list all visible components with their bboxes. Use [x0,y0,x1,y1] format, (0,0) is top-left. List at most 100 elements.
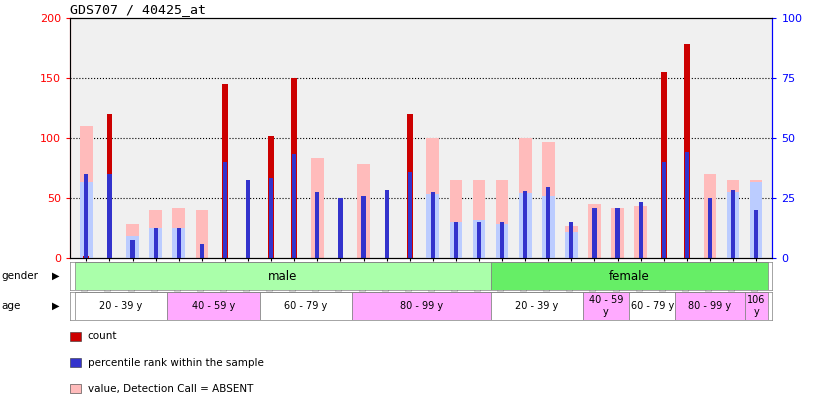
Bar [449,222,463,258]
Bar [750,180,762,258]
Bar [661,72,667,258]
Bar [496,180,509,258]
Bar [339,198,343,258]
Bar [352,292,491,320]
Text: value, Detection Call = ABSENT: value, Detection Call = ABSENT [88,384,253,394]
Bar [588,204,601,258]
Bar [519,193,532,258]
Bar [708,198,712,258]
Text: female: female [609,269,649,283]
Bar [542,196,554,258]
Text: 60 - 79 y: 60 - 79 y [630,301,674,311]
Bar [731,190,735,258]
Bar [615,208,620,258]
Bar [292,78,297,258]
Bar [222,84,228,258]
Bar [750,182,762,258]
Text: 80 - 99 y: 80 - 99 y [688,301,732,311]
Bar [676,292,744,320]
Bar [196,210,208,258]
Bar [634,207,647,258]
Bar [592,208,596,258]
Bar [126,237,139,258]
Bar [754,210,758,258]
Bar [107,114,112,258]
Bar [523,191,527,258]
Bar [259,292,352,320]
Bar [472,220,486,258]
Bar [496,224,509,258]
Bar [727,192,739,258]
Bar [727,180,739,258]
Bar [269,178,273,258]
Bar [477,222,481,258]
Text: male: male [268,269,297,283]
Bar [292,153,297,258]
Bar [611,208,624,258]
Bar [542,142,554,258]
Bar [704,174,716,258]
Bar [565,232,577,258]
Bar [167,292,259,320]
Bar [491,292,583,320]
Bar [246,180,250,258]
Bar [357,164,370,258]
Text: gender: gender [2,271,39,281]
Bar [430,192,434,258]
Bar [311,158,324,258]
Bar [565,226,577,258]
Bar [426,138,439,258]
Text: 106
y: 106 y [747,295,766,317]
Bar [407,114,413,258]
Text: 40 - 59
y: 40 - 59 y [589,295,623,317]
Bar [519,138,532,258]
Bar [200,243,204,258]
Bar [316,192,320,258]
Text: age: age [2,301,21,311]
Bar [385,190,389,258]
Bar [638,202,643,258]
Bar [500,222,504,258]
Text: ▶: ▶ [52,271,59,281]
Bar [150,228,162,258]
Bar [362,196,366,258]
Bar [75,292,167,320]
Bar [449,180,463,258]
Bar [546,187,550,258]
Bar [662,162,666,258]
Bar [126,224,139,258]
Text: 20 - 39 y: 20 - 39 y [99,301,143,311]
Bar [173,208,185,258]
Bar [75,262,491,290]
Text: 20 - 39 y: 20 - 39 y [515,301,558,311]
Bar [583,292,629,320]
Bar [629,292,676,320]
Text: GDS707 / 40425_at: GDS707 / 40425_at [70,3,206,16]
Bar [154,228,158,258]
Bar [453,222,458,258]
Text: ▶: ▶ [52,301,59,311]
Bar [408,172,412,258]
Bar [569,222,573,258]
Bar [173,228,185,258]
Bar [491,262,767,290]
Bar [177,228,181,258]
Bar [685,152,689,258]
Bar [684,45,690,258]
Text: 60 - 79 y: 60 - 79 y [284,301,327,311]
Bar [131,240,135,258]
Text: count: count [88,331,117,341]
Bar [83,256,89,258]
Text: percentile rank within the sample: percentile rank within the sample [88,358,263,367]
Bar [150,210,162,258]
Bar [744,292,767,320]
Bar [223,162,227,258]
Bar [268,136,274,258]
Bar [472,180,486,258]
Bar [80,182,93,258]
Bar [107,174,112,258]
Text: 40 - 59 y: 40 - 59 y [192,301,235,311]
Bar [80,126,93,258]
Bar [426,194,439,258]
Bar [84,174,88,258]
